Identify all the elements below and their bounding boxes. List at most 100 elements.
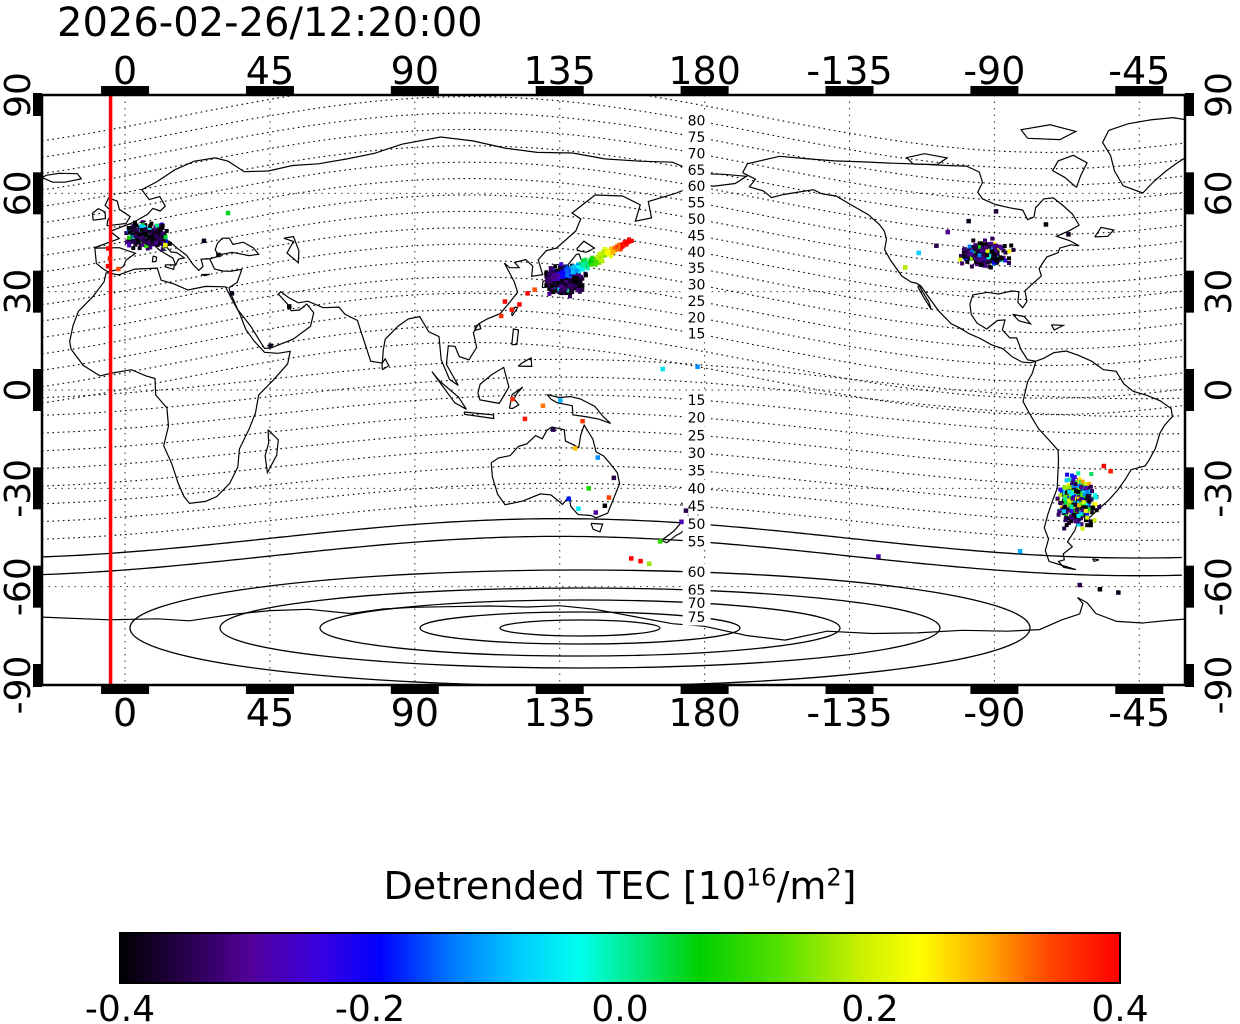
x-tick-bottom--45: -45 — [1108, 691, 1170, 735]
coastline-eurasia — [94, 136, 749, 386]
y-tick-right-0: 0 — [1199, 379, 1240, 402]
contour-label-35: 35 — [688, 261, 706, 277]
x-tick-bottom-0: 0 — [113, 691, 137, 735]
contour-label-25: 25 — [688, 294, 706, 310]
colorbar-tick-0.2: 0.2 — [841, 989, 898, 1024]
colorbar-title-post: ] — [841, 864, 857, 908]
coastline-na-west — [742, 172, 1037, 364]
y-tick-left-0: 0 — [0, 379, 39, 402]
coastline-hispaniola — [1050, 324, 1066, 331]
coastline-hokkaido — [576, 240, 596, 253]
coastline-iceland — [42, 172, 83, 183]
coastline-borneo — [477, 366, 510, 405]
y-tick-right--60: -60 — [1199, 557, 1240, 616]
y-tick-left-30: 30 — [0, 269, 39, 315]
contour-label-60: 60 — [688, 179, 706, 195]
x-tick-top-0: 0 — [113, 49, 137, 93]
coastline-sardinia — [151, 255, 158, 263]
y-tick-right-90: 90 — [1199, 72, 1240, 118]
grid-layer — [42, 95, 1185, 685]
coastline-caspian — [283, 235, 300, 265]
contour-label-15: 15 — [688, 327, 706, 343]
coastline-hainan — [474, 323, 482, 331]
coastline-luzon — [511, 328, 520, 346]
contour-label-60: 60 — [688, 565, 706, 581]
coastline-black-sea — [214, 237, 260, 257]
coastlines-layer — [42, 116, 1185, 641]
colorbar-title-sup-16: 16 — [746, 863, 777, 892]
coastline-africa — [69, 267, 291, 505]
colorbar-title-sup-2: 2 — [826, 863, 842, 892]
y-tick-left--90: -90 — [0, 656, 39, 715]
coastline-java — [463, 411, 495, 420]
coastline-na-east — [742, 155, 1080, 362]
contour-labels: 1520253035404550556065707580152025303540… — [682, 112, 711, 626]
colorbar-gradient — [120, 933, 1120, 983]
x-tick-bottom-135: 135 — [523, 691, 596, 735]
colorbar-title-mid: /m — [776, 864, 827, 908]
colorbar: -0.4 -0.2 0.0 0.2 0.4 — [85, 932, 1149, 1024]
colorbar-tick--0.4: -0.4 — [85, 989, 155, 1024]
contour-label-40: 40 — [688, 245, 706, 261]
y-tick-right--90: -90 — [1199, 656, 1240, 715]
x-tick-bottom-180: 180 — [668, 691, 741, 735]
coastline-new-guinea — [546, 394, 612, 424]
x-tick-top-180: 180 — [668, 49, 741, 93]
contour-label-75: 75 — [688, 610, 706, 626]
coastline-newfoundland — [1094, 226, 1115, 238]
colorbar-tick-0.4: 0.4 — [1091, 989, 1148, 1024]
y-tick-left--60: -60 — [0, 557, 39, 616]
contour-label-30: 30 — [688, 446, 706, 462]
x-tick-top-135: 135 — [523, 49, 596, 93]
y-tick-left-60: 60 — [0, 170, 39, 216]
coastline-greenland-n — [1108, 116, 1185, 131]
y-tick-left--30: -30 — [0, 459, 39, 518]
colorbar-tick--0.2: -0.2 — [335, 989, 405, 1024]
coastline-cuba — [1012, 313, 1033, 325]
coastline-iberia — [94, 247, 137, 273]
coastline-mindanao — [517, 356, 533, 368]
colorbar-title: Detrended TEC [1016/m2] — [0, 864, 1240, 908]
contour-label-55: 55 — [688, 535, 706, 551]
contour-label-20: 20 — [688, 310, 706, 326]
coastline-falklands — [1092, 558, 1100, 563]
coastline-crete — [200, 273, 210, 277]
coastline-south-america — [1022, 350, 1174, 571]
x-tick-bottom-45: 45 — [246, 691, 294, 735]
contour-label-40: 40 — [688, 481, 706, 497]
x-tick-bottom--90: -90 — [963, 691, 1025, 735]
y-tick-right-30: 30 — [1199, 269, 1240, 315]
axis-labels: 0045459090135135180180-135-135-90-90-45-… — [0, 49, 1240, 735]
coastline-antarctica — [42, 596, 1185, 641]
contour-label-70: 70 — [688, 146, 706, 162]
colorbar-title-pre: Detrended TEC [10 — [383, 864, 747, 908]
y-tick-right--30: -30 — [1199, 459, 1240, 518]
contour-label-45: 45 — [688, 499, 706, 515]
contour-label-30: 30 — [688, 278, 706, 294]
x-tick-bottom--135: -135 — [806, 691, 892, 735]
contour-label-70: 70 — [688, 596, 706, 612]
coastline-sulawesi — [508, 386, 524, 409]
y-tick-right-60: 60 — [1199, 170, 1240, 216]
coastline-ellesmere — [1020, 124, 1078, 141]
x-tick-top--45: -45 — [1108, 49, 1170, 93]
x-tick-top-45: 45 — [246, 49, 294, 93]
coastline-victoria-is — [905, 153, 949, 166]
timestamp-title: 2026-02-26/12:20:00 — [57, 0, 483, 46]
coastline-tasmania — [590, 522, 604, 533]
colorbar-tick-0.0: 0.0 — [591, 989, 648, 1024]
contour-label-45: 45 — [688, 228, 706, 244]
coastline-balkan — [168, 240, 210, 272]
coastline-greenland-w — [1101, 130, 1185, 194]
coastline-ireland — [91, 207, 107, 221]
coastline-sicily — [164, 264, 175, 271]
contour-label-20: 20 — [688, 411, 706, 427]
coastline-sri-lanka — [381, 357, 390, 371]
coastline-baffin — [1051, 154, 1088, 188]
colorbar-border — [119, 932, 1121, 984]
contour-label-35: 35 — [688, 464, 706, 480]
contour-label-80: 80 — [688, 114, 706, 130]
coastline-taiwan — [511, 306, 519, 317]
